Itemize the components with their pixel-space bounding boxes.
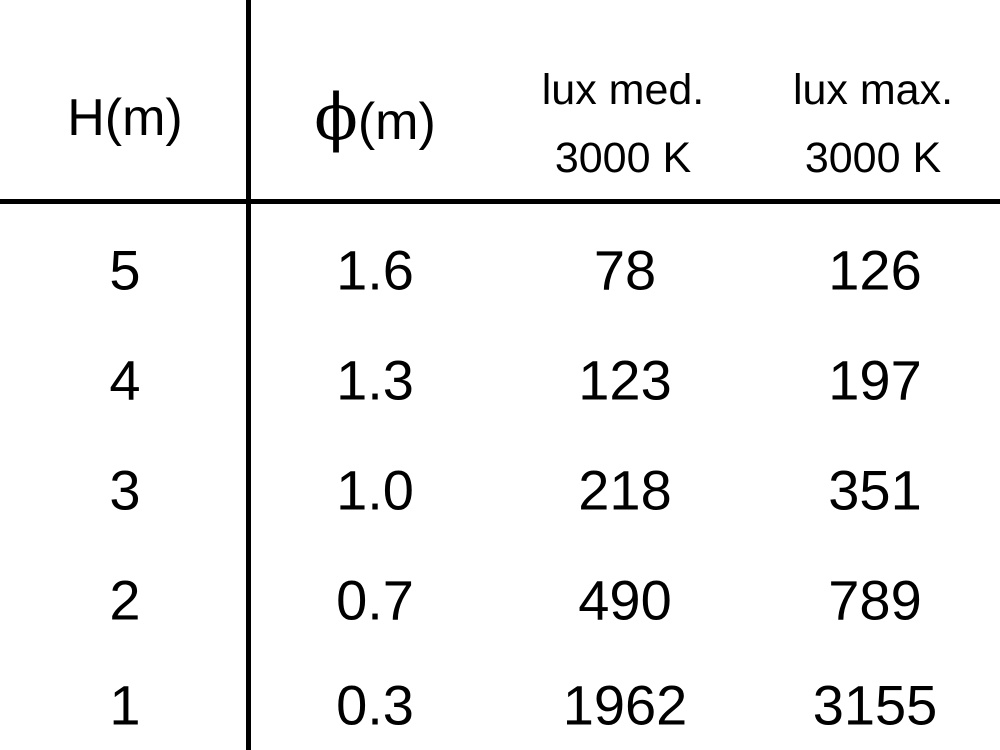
column-divider (246, 0, 251, 750)
table-cell: 1962 (562, 673, 688, 737)
header-lux-max-line1: lux max. (792, 66, 954, 114)
table-cell: 5 (109, 238, 141, 302)
table-cell: 789 (828, 568, 922, 632)
phi-symbol: ϕ (314, 81, 358, 155)
table-cell: 2 (109, 568, 141, 632)
table-cell: 126 (828, 238, 922, 302)
header-diameter-unit: (m) (357, 93, 436, 151)
table-cell: 3 (109, 458, 141, 522)
table-cell: 351 (828, 458, 922, 522)
table-cell: 1 (109, 673, 141, 737)
table-cell: 4 (109, 348, 141, 412)
header-divider (0, 199, 1000, 204)
table-cell: 0.3 (336, 673, 414, 737)
table-cell: 0.7 (336, 568, 414, 632)
header-lux-max: lux max. 3000 K (748, 56, 998, 192)
table-cell: 78 (593, 238, 657, 302)
header-lux-med: lux med. 3000 K (498, 56, 748, 192)
header-height: H(m) (67, 89, 183, 147)
header-lux-med-line2: 3000 K (554, 134, 692, 182)
header-lux-med-line1: lux med. (541, 66, 705, 114)
table-cell: 218 (578, 458, 672, 522)
header-lux-max-line2: 3000 K (804, 134, 942, 182)
table-cell: 3155 (812, 673, 938, 737)
header-diameter: ϕ(m) (250, 81, 500, 155)
table-cell: 1.0 (336, 458, 414, 522)
table-cell: 1.6 (336, 238, 414, 302)
table-cell: 123 (578, 348, 672, 412)
table-cell: 197 (828, 348, 922, 412)
table-cell: 490 (578, 568, 672, 632)
table-cell: 1.3 (336, 348, 414, 412)
